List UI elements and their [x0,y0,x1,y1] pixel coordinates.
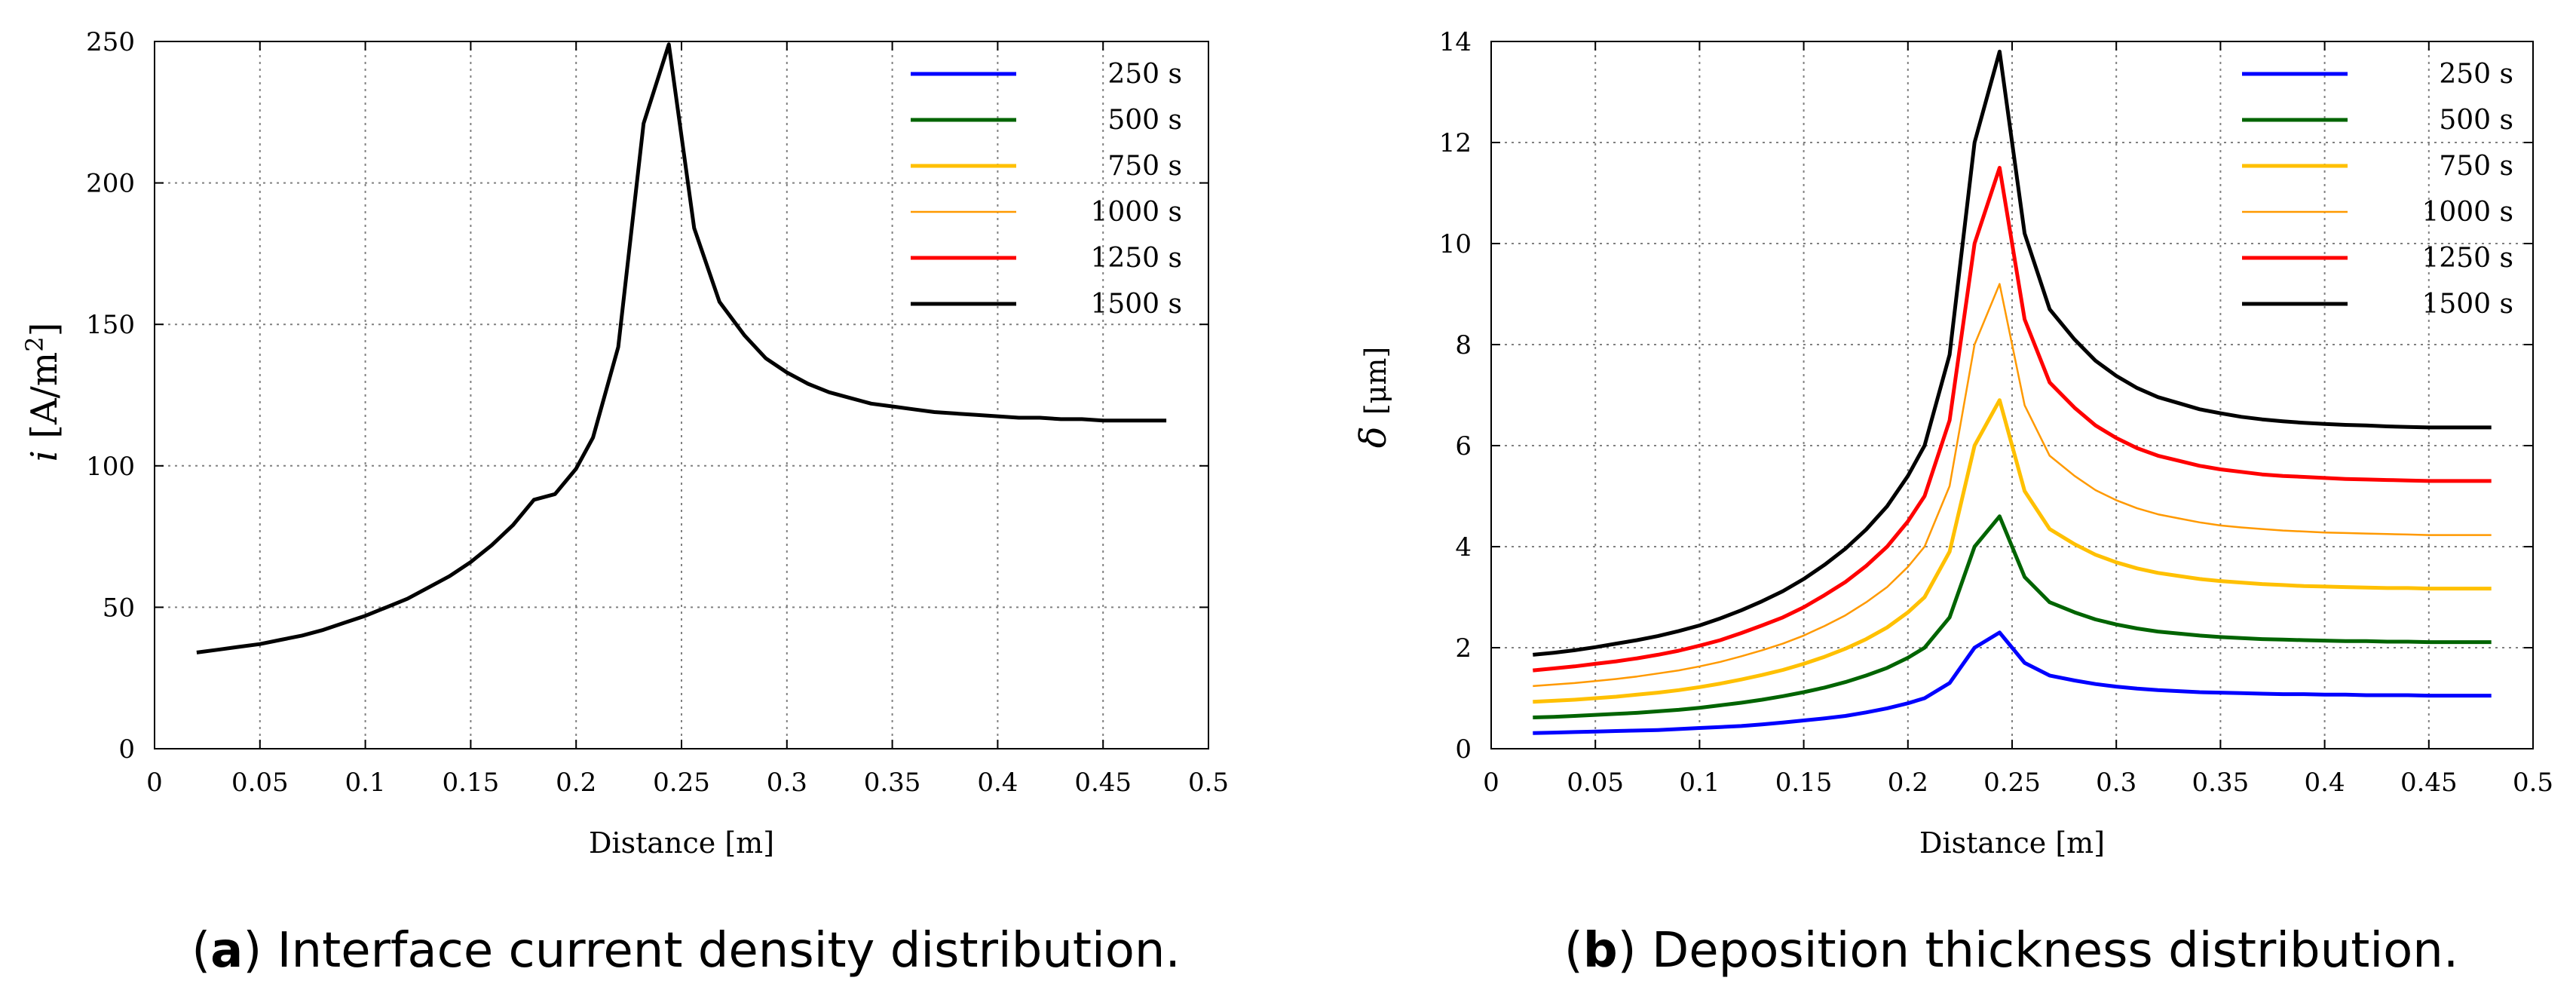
x-tick-label: 0.05 [1567,768,1624,798]
legend-label: 250 s [2439,59,2513,90]
y-tick-label: 6 [1455,431,1472,461]
y-tick-label: 250 [86,27,135,57]
y-axis-label: δ [μm] [1352,347,1395,449]
x-tick-label: 0.4 [2305,768,2345,798]
x-tick-label: 0.45 [1074,768,1132,798]
x-tick-label: 0.5 [1188,768,1229,798]
y-axis-label: i [A/m2] [20,323,66,462]
x-tick-label: 0.15 [1775,768,1833,798]
series-line-500-s [1533,514,2492,719]
legend-label: 500 s [2439,105,2513,136]
y-tick-label: 12 [1439,128,1472,158]
legend-label: 1000 s [2421,197,2513,228]
x-tick-label: 0.45 [2400,768,2458,798]
x-tick-label: 0.2 [556,768,596,798]
legend-label: 1250 s [2421,243,2513,274]
legend-label: 750 s [1107,151,1182,182]
series-line-1500-s [1533,49,2492,657]
y-tick-label: 0 [118,734,135,765]
series-line-1250-s [1533,166,2492,673]
x-tick-label: 0.5 [2513,768,2553,798]
figure-caption: (b) Deposition thickness distribution. [1564,923,2458,979]
x-tick-label: 0.05 [231,768,289,798]
y-tick-label: 2 [1455,633,1472,664]
x-axis-label: Distance [m] [589,826,774,860]
x-tick-label: 0.15 [443,768,500,798]
y-tick-label: 14 [1439,27,1472,57]
y-tick-label: 0 [1455,734,1472,765]
x-tick-label: 0.35 [2192,768,2250,798]
chart-panel-a: 0 0.05 0.1 0.15 0.2 0.25 0.3 0.35 0.4 0.45 0.5 0 50 1… [20,27,1229,979]
y-tick-label: 100 [86,452,135,482]
legend-label: 1250 s [1090,243,1182,274]
y-tick-label: 8 [1455,330,1472,360]
x-tick-label: 0.25 [653,768,710,798]
legend-label: 1500 s [1090,289,1182,320]
x-tick-label: 0.25 [1983,768,2041,798]
chart-panel-b: 0 0.05 0.1 0.15 0.2 0.25 0.3 0.35 0.4 0.45 0.5 0 2 4 6… [1352,27,2553,979]
x-tick-label: 0.3 [767,768,807,798]
legend-label: 500 s [1107,105,1182,136]
figure-caption: (a) Interface current density distributi… [191,923,1181,979]
y-tick-label: 10 [1439,229,1472,259]
x-tick-label: 0.1 [345,768,386,798]
legend-label: 1000 s [1090,197,1182,228]
x-tick-label: 0 [1483,768,1499,798]
series-line-1000-s [1533,283,2492,688]
x-tick-label: 0 [146,768,163,798]
y-tick-label: 4 [1455,532,1472,562]
legend: 250 s 500 s 750 s 1000 s 1250 s 1500 s [911,59,1182,320]
legend: 250 s 500 s 750 s 1000 s 1250 s 1500 s [2242,59,2513,320]
y-tick-label: 50 [103,593,135,623]
legend-label: 250 s [1107,59,1182,90]
y-tick-label: 150 [86,310,135,340]
series-line-1500-s [196,42,1167,654]
legend-label: 1500 s [2421,289,2513,320]
x-tick-label: 0.2 [1888,768,1928,798]
x-tick-label: 0.3 [2096,768,2136,798]
legend-label: 750 s [2439,151,2513,182]
series-line-750-s [1533,398,2492,704]
y-tick-label: 200 [86,169,135,199]
x-tick-label: 0.4 [977,768,1018,798]
x-tick-label: 0.1 [1679,768,1720,798]
x-axis-label: Distance [m] [1919,826,2105,860]
series-line-250-s [1533,630,2492,735]
x-tick-label: 0.35 [864,768,921,798]
